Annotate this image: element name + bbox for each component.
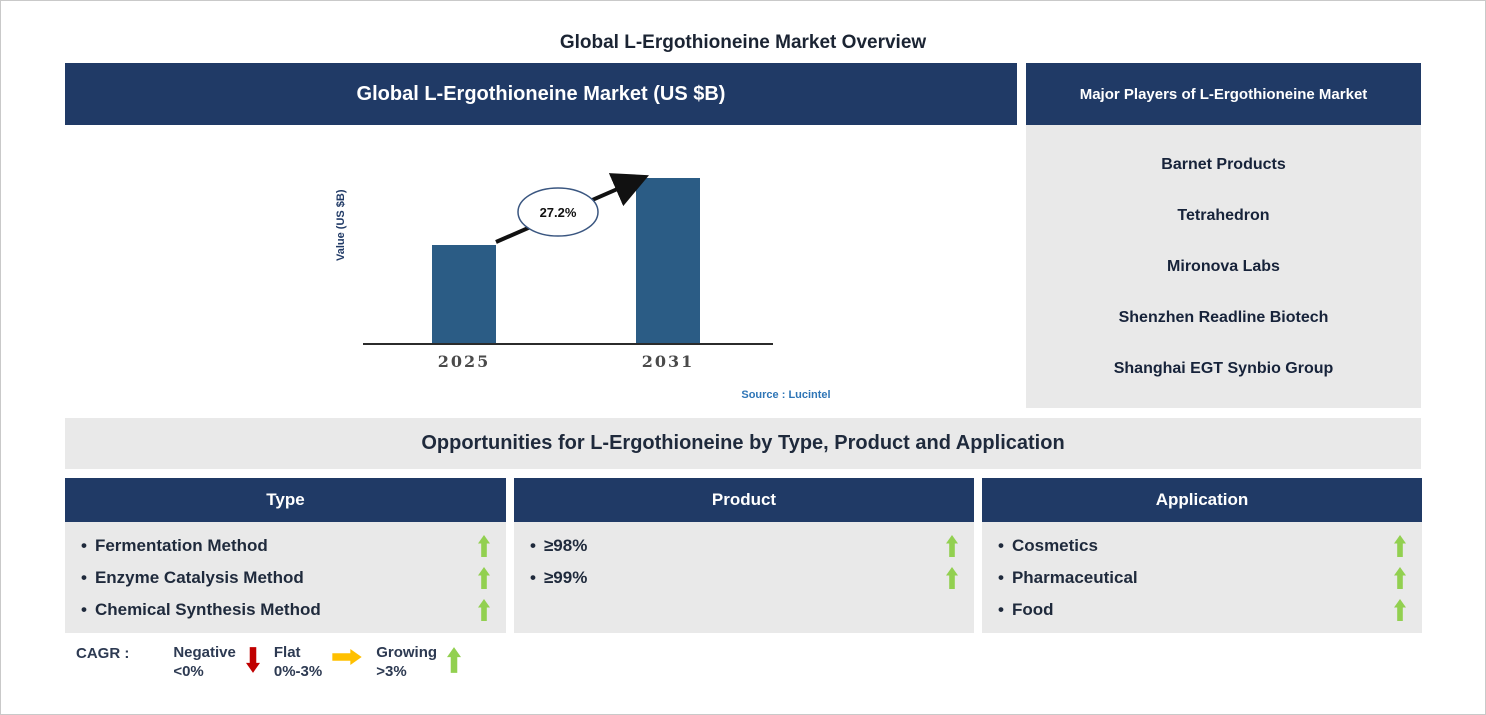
growth-arrow xyxy=(495,173,649,244)
legend-name: Growing xyxy=(376,644,438,661)
list-item: • Fermentation Method xyxy=(81,530,490,562)
x-tick-2031: 2031 xyxy=(641,352,695,371)
bullet: • xyxy=(81,568,87,587)
column-body-application: • Cosmetics • Pharmaceutical • Food xyxy=(982,522,1422,633)
legend-range: <0% xyxy=(173,663,204,680)
bullet: • xyxy=(81,536,87,555)
x-axis-line xyxy=(363,343,773,345)
list-item: • Cosmetics xyxy=(998,530,1406,562)
trend-flat-icon xyxy=(332,649,362,665)
legend-range: 0%-3% xyxy=(273,663,323,680)
company-name: Tetrahedron xyxy=(1177,206,1270,224)
column-body-type: • Fermentation Method • Enzyme Catalysis… xyxy=(65,522,506,633)
market-bar-chart: Value (US $B) 2025 2031 27.2% Source : L… xyxy=(65,125,1017,417)
item-label: Pharmaceutical xyxy=(1011,568,1138,587)
list-item: • Enzyme Catalysis Method xyxy=(81,562,490,594)
trend-up-icon xyxy=(946,535,958,557)
cagr-ellipse xyxy=(517,187,599,237)
item-label: ≥98% xyxy=(543,536,588,555)
column-body-product: • ≥98% • ≥99% xyxy=(514,522,974,633)
major-players-header: Major Players of L-Ergothioneine Market xyxy=(1026,63,1421,125)
trend-up-icon xyxy=(447,647,462,673)
company-name: Shenzhen Readline Biotech xyxy=(1118,308,1329,326)
growth-arrow-annotation: 27.2% xyxy=(495,173,649,244)
bullet: • xyxy=(998,600,1004,619)
source-note: Source : Lucintel xyxy=(741,389,831,401)
list-item: • ≥99% xyxy=(530,562,958,594)
bar-2031 xyxy=(636,178,700,344)
page-title: Global L-Ergothioneine Market Overview xyxy=(559,32,927,53)
item-label: Fermentation Method xyxy=(94,536,268,555)
y-axis-label: Value (US $B) xyxy=(335,189,347,261)
bullet: • xyxy=(81,600,87,619)
opportunities-banner: Opportunities for L-Ergothioneine by Typ… xyxy=(65,418,1421,469)
bullet: • xyxy=(530,536,536,555)
bullet: • xyxy=(530,568,536,587)
item-label: ≥99% xyxy=(543,568,588,587)
list-item: • Food xyxy=(998,594,1406,626)
item-label: Food xyxy=(1011,600,1054,619)
list-item: • Pharmaceutical xyxy=(998,562,1406,594)
trend-up-icon xyxy=(478,599,490,621)
column-header-product: Product xyxy=(514,478,974,522)
cagr-value: 27.2% xyxy=(540,205,577,220)
bar-2025 xyxy=(432,245,496,344)
bullet: • xyxy=(998,568,1004,587)
company-name: Shanghai EGT Synbio Group xyxy=(1113,359,1334,377)
company-name: Barnet Products xyxy=(1161,155,1286,173)
x-tick-2025: 2025 xyxy=(437,352,491,371)
trend-up-icon xyxy=(1394,567,1406,589)
major-players-list: Barnet Products Tetrahedron Mironova Lab… xyxy=(1026,125,1421,408)
column-header-type: Type xyxy=(65,478,506,522)
item-label: Chemical Synthesis Method xyxy=(94,600,321,619)
trend-up-icon xyxy=(478,535,490,557)
cagr-legend: CAGR : Negative <0% Flat 0%-3% Growing >… xyxy=(76,643,475,681)
trend-up-icon xyxy=(1394,599,1406,621)
legend-name: Negative xyxy=(173,644,236,661)
legend-entry-negative: Negative <0% xyxy=(173,643,274,681)
legend-name: Flat xyxy=(273,644,301,661)
column-header-application: Application xyxy=(982,478,1422,522)
bullet: • xyxy=(998,536,1004,555)
trend-up-icon xyxy=(946,567,958,589)
cagr-legend-label: CAGR : xyxy=(76,645,130,662)
list-item: • Chemical Synthesis Method xyxy=(81,594,490,626)
legend-entry-growing: Growing >3% xyxy=(376,643,475,681)
company-name: Mironova Labs xyxy=(1167,257,1280,275)
trend-up-icon xyxy=(1394,535,1406,557)
legend-range: >3% xyxy=(376,663,407,680)
trend-up-icon xyxy=(478,567,490,589)
trend-down-icon xyxy=(245,647,260,673)
chart-panel-header: Global L-Ergothioneine Market (US $B) xyxy=(65,63,1017,125)
list-item: • ≥98% xyxy=(530,530,958,562)
item-label: Cosmetics xyxy=(1011,536,1098,555)
legend-entry-flat: Flat 0%-3% xyxy=(274,643,376,681)
item-label: Enzyme Catalysis Method xyxy=(94,568,304,587)
